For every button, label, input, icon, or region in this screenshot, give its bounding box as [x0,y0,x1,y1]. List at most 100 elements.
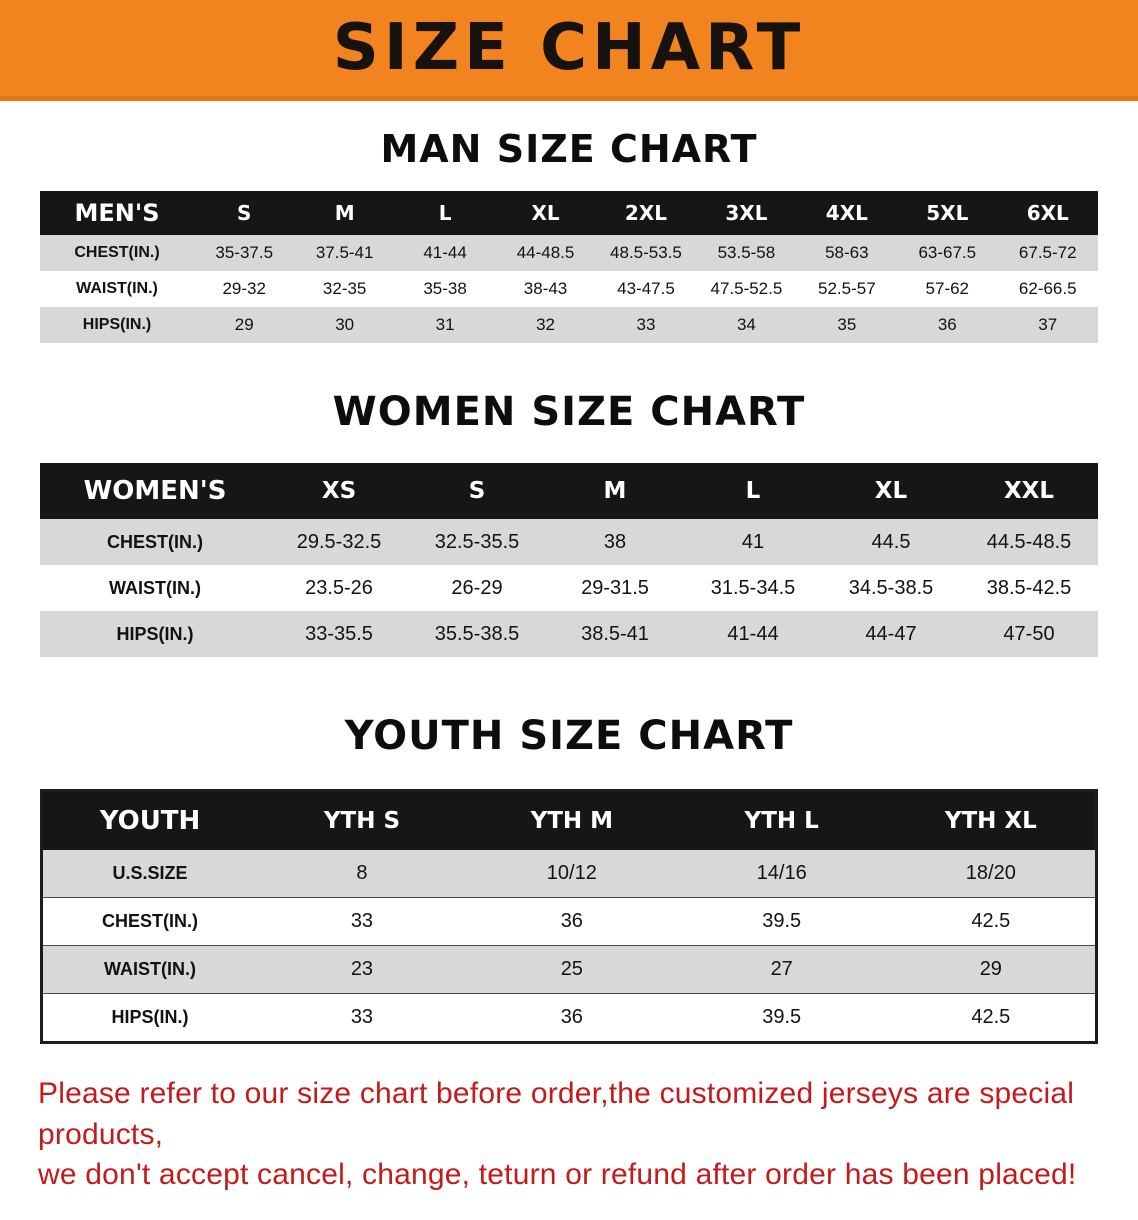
size-column-header: 3XL [696,191,797,235]
size-value-cell: 47.5-52.5 [710,279,783,298]
size-value-cell: 10/12 [466,850,677,898]
size-column-header: XL [495,191,596,235]
women-size-chart-section: WOMEN SIZE CHART WOMEN'S XS S M L XL XXL CHEST(… [0,343,1138,657]
size-column-header: XXL [960,463,1098,519]
page-title: SIZE CHART [332,11,806,85]
table-row: U.S.SIZE 8 10/12 14/16 18/20 [41,850,1097,898]
size-column-header: XS [270,463,408,519]
size-value-cell: 44.5 [871,530,911,553]
men-size-chart-section: MAN SIZE CHART MEN'S S M L XL 2XL 3XL 4XL 5XL 6XL… [0,101,1138,343]
disclaimer: Please refer to our size chart before or… [38,1074,1100,1196]
size-value-cell: 44-47 [865,622,917,645]
size-value-cell: 23 [257,945,467,994]
size-value-cell: 37 [1038,315,1058,334]
row-label: WAIST(IN.) [109,577,201,598]
size-column-header: YTH XL [886,790,1097,850]
size-value-cell: 33 [350,1006,374,1028]
size-value-cell: 35-38 [423,279,467,298]
table-row: WAIST(IN.) 23 25 27 29 [41,945,1097,994]
size-value-cell: 38-43 [523,279,568,298]
banner: SIZE CHART [0,0,1138,101]
youth-chart-heading: YOUTH SIZE CHART [344,713,794,759]
size-column-header: YTH S [257,790,467,850]
size-value-cell: 33 [636,315,656,334]
size-value-cell: 31.5-34.5 [710,576,796,599]
table-row: CHEST(IN.) 33 36 39.5 42.5 [41,897,1097,946]
men-table-title: MEN'S [40,191,194,235]
size-value-cell: 29-31.5 [581,576,649,599]
size-value-cell: 31 [435,315,455,334]
youth-size-table: YOUTH YTH S YTH M YTH L YTH XL U.S.SIZE 8 10/12… [40,789,1098,1044]
size-value-cell: 8 [257,850,467,898]
size-value-cell: 52.5-57 [818,279,876,298]
women-table-header-row: WOMEN'S XS S M L XL XXL [40,463,1098,519]
table-row: WAIST(IN.) 29-32 32-35 35-38 38-43 43-47.5 47.… [40,271,1098,307]
size-column-header: S [408,463,546,519]
size-value-cell: 41-44 [727,622,779,645]
women-table-title: WOMEN'S [40,463,270,519]
size-value-cell: 29-32 [222,279,266,298]
row-label: CHEST(IN.) [41,897,257,946]
table-row: WAIST(IN.) 23.5-26 26-29 29-31.5 31.5-34.5 34… [40,565,1098,611]
size-value-cell: 41-44 [423,243,467,262]
table-row: CHEST(IN.) 29.5-32.5 32.5-35.5 38 41 44.5 44.5… [40,519,1098,565]
size-value-cell: 38.5-42.5 [986,576,1072,599]
size-column-header: 4XL [796,191,898,235]
size-column-header: L [394,191,496,235]
size-value-cell: 35-37.5 [215,243,274,262]
size-value-cell: 29 [234,315,254,334]
size-column-header: XL [822,463,960,519]
size-column-header: 5XL [897,191,998,235]
size-column-header: YTH M [466,790,677,850]
size-value-cell: 34 [736,315,756,334]
size-value-cell: 47-50 [1003,622,1055,645]
size-column-header: 2XL [595,191,697,235]
size-value-cell: 41 [741,530,765,553]
size-column-header: M [294,191,395,235]
size-value-cell: 32.5-35.5 [434,530,520,553]
table-row: CHEST(IN.) 35-37.5 37.5-41 41-44 44-48.5 48.5… [40,235,1098,271]
women-size-table: WOMEN'S XS S M L XL XXL CHEST(IN.) 29.5-32.5 32.5… [40,463,1098,657]
youth-table-title: YOUTH [41,790,257,850]
size-value-cell: 32-35 [322,279,367,298]
size-value-cell: 67.5-72 [1018,243,1077,262]
size-value-cell: 32 [536,315,555,334]
size-value-cell: 37.5-41 [315,243,374,262]
size-value-cell: 48.5-53.5 [610,243,682,262]
size-value-cell: 35.5-38.5 [434,622,520,645]
size-value-cell: 44.5-48.5 [986,530,1072,553]
disclaimer-line-1: Please refer to our size chart before or… [38,1077,1075,1151]
size-value-cell: 42.5 [971,1006,1011,1028]
size-column-header: L [684,463,822,519]
table-row: HIPS(IN.) 33 36 39.5 42.5 [41,993,1097,1043]
row-label: HIPS(IN.) [111,1007,189,1027]
row-label: WAIST(IN.) [76,280,158,297]
disclaimer-line-2: we don't accept cancel, change, teturn o… [38,1158,1077,1191]
youth-size-chart-section: YOUTH SIZE CHART YOUTH YTH S YTH M YTH L YTH… [0,657,1138,1044]
size-value-cell: 25 [466,945,677,994]
size-value-cell: 53.5-58 [717,243,776,262]
row-label: HIPS(IN.) [82,316,152,333]
size-value-cell: 43-47.5 [617,279,675,298]
size-value-cell: 33-35.5 [305,622,373,645]
size-value-cell: 38 [603,530,627,553]
size-value-cell: 35 [837,315,857,334]
row-label: CHEST(IN.) [107,531,203,552]
size-column-header: YTH L [676,790,887,850]
men-chart-heading: MAN SIZE CHART [380,127,758,171]
row-label: U.S.SIZE [41,850,257,898]
row-label: CHEST(IN.) [74,244,160,261]
youth-table-header-row: YOUTH YTH S YTH M YTH L YTH XL [41,790,1097,850]
size-value-cell: 38.5-41 [581,622,649,645]
row-label: HIPS(IN.) [116,623,194,644]
size-value-cell: 44-48.5 [516,243,575,262]
size-value-cell: 62-66.5 [1018,279,1077,298]
table-row: HIPS(IN.) 33-35.5 35.5-38.5 38.5-41 41-44 44-… [40,611,1098,657]
size-column-header: M [546,463,684,519]
size-value-cell: 42.5 [886,897,1097,946]
size-value-cell: 29.5-32.5 [296,530,382,553]
size-value-cell: 29 [886,945,1097,994]
size-value-cell: 36 [466,897,677,946]
table-row: HIPS(IN.) 29 30 31 32 33 34 35 36 37 [40,307,1098,343]
